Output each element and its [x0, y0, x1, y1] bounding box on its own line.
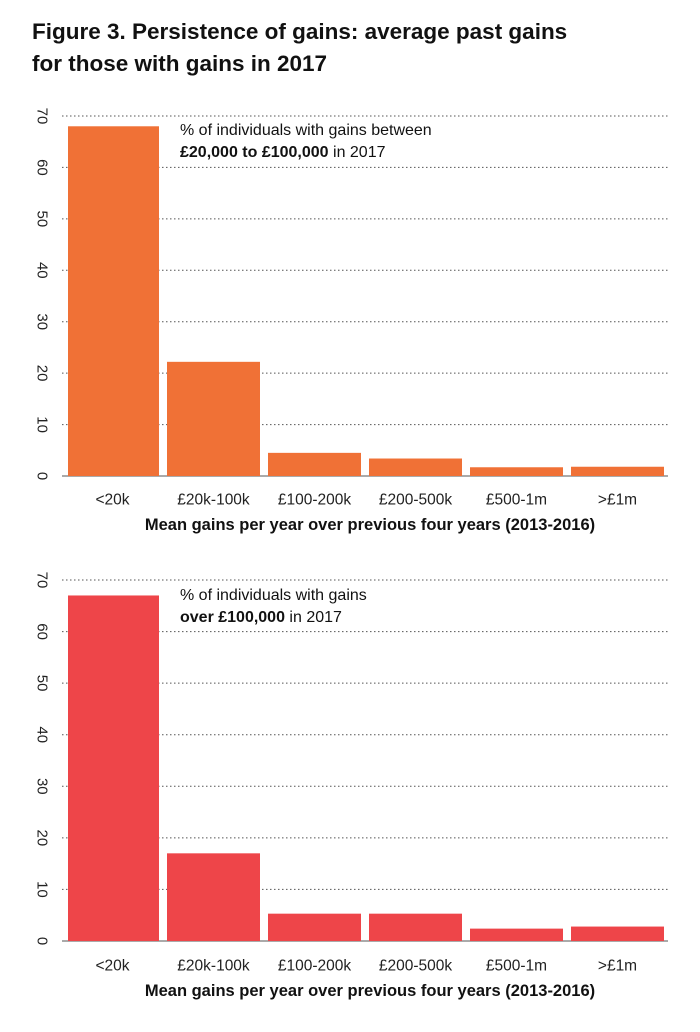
chart-1-y-tick-label: 20 — [34, 365, 51, 382]
chart-2-x-tick-label: £100-200k — [278, 958, 352, 975]
chart-2-annotation-line2: over £100,000 in 2017 — [180, 607, 367, 629]
chart-1-annotation-line1: % of individuals with gains between — [180, 122, 432, 139]
chart-1-x-tick-label: £20k-100k — [177, 492, 250, 509]
chart-1-annotation-line2: £20,000 to £100,000 in 2017 — [180, 142, 432, 164]
chart-1-bar-4 — [369, 458, 462, 476]
chart-2-y-tick-label: 70 — [34, 572, 51, 589]
chart-2-y-tick-label: 0 — [34, 937, 51, 945]
chart-1-y-tick-label: 0 — [34, 472, 51, 480]
chart-1-y-tick-label: 40 — [34, 262, 51, 279]
chart-1-bar-3 — [268, 452, 361, 476]
chart-1-annotation: % of individuals with gains between £20,… — [180, 120, 432, 164]
chart-1-y-tick-label: 50 — [34, 211, 51, 228]
chart-2-x-tick-label: £500-1m — [486, 958, 547, 975]
chart-2-annotation-line1: % of individuals with gains — [180, 587, 367, 604]
chart-1-x-axis-label: Mean gains per year over previous four y… — [144, 516, 596, 534]
chart-1-annotation-rest: in 2017 — [328, 144, 386, 161]
chart-2-bar-3 — [268, 913, 361, 941]
chart-2-annotation-rest: in 2017 — [284, 609, 342, 626]
chart-2-x-tick-label: £20k-100k — [177, 958, 250, 975]
chart-1-x-tick-label: >£1m — [598, 492, 637, 509]
chart-1-bar-1 — [68, 126, 159, 477]
figure-title-line2: for those with gains in 2017 — [32, 51, 328, 76]
chart-2-x-tick-label: <20k — [95, 958, 129, 975]
chart-1-y-tick-label: 60 — [34, 159, 51, 176]
chart-1-bar-5 — [470, 467, 563, 476]
chart-1-bar-6 — [571, 466, 664, 476]
chart-1-y-tick-label: 70 — [34, 108, 51, 125]
chart-2-bar-1 — [68, 595, 159, 941]
figure-title: Figure 3. Persistence of gains: average … — [32, 16, 672, 80]
chart-1-annotation-bold: £20,000 to £100,000 — [180, 144, 329, 161]
chart-1-y-tick-label: 30 — [34, 313, 51, 330]
chart-gains-20k-100k: 0 10 20 30 40 50 60 70 <20k £20k-100k £100-200k £20… — [34, 108, 668, 534]
figure-title-line1: Figure 3. Persistence of gains: average … — [32, 19, 568, 44]
chart-2-y-tick-label: 60 — [34, 623, 51, 640]
chart-2-annotation: % of individuals with gains over £100,00… — [180, 585, 367, 629]
chart-2-x-axis-label: Mean gains per year over previous four y… — [144, 982, 596, 1000]
chart-1-x-tick-label: <20k — [95, 492, 129, 509]
chart-2-x-tick-label: >£1m — [598, 958, 637, 975]
chart-2-y-tick-label: 10 — [34, 881, 51, 898]
chart-2-y-tick-label: 30 — [34, 778, 51, 795]
chart-2-y-tick-label: 50 — [34, 675, 51, 692]
chart-1-plot: 0 10 20 30 40 50 60 70 <20k £20k-100k £100-200k £20… — [34, 108, 668, 509]
chart-1-x-tick-label: £200-500k — [379, 492, 453, 509]
chart-2-bar-2 — [167, 853, 260, 941]
chart-1-x-tick-label: £100-200k — [278, 492, 352, 509]
chart-1-bar-2 — [167, 361, 260, 476]
chart-2-bar-5 — [470, 928, 563, 941]
chart-2-y-tick-label: 40 — [34, 726, 51, 743]
chart-2-x-tick-label: £200-500k — [379, 958, 453, 975]
chart-1-y-tick-label: 10 — [34, 416, 51, 433]
chart-2-y-tick-label: 20 — [34, 830, 51, 847]
chart-2-annotation-bold: over £100,000 — [180, 609, 285, 626]
chart-1-x-tick-label: £500-1m — [486, 492, 547, 509]
chart-2-bar-4 — [369, 913, 462, 941]
chart-2-bar-6 — [571, 926, 664, 941]
